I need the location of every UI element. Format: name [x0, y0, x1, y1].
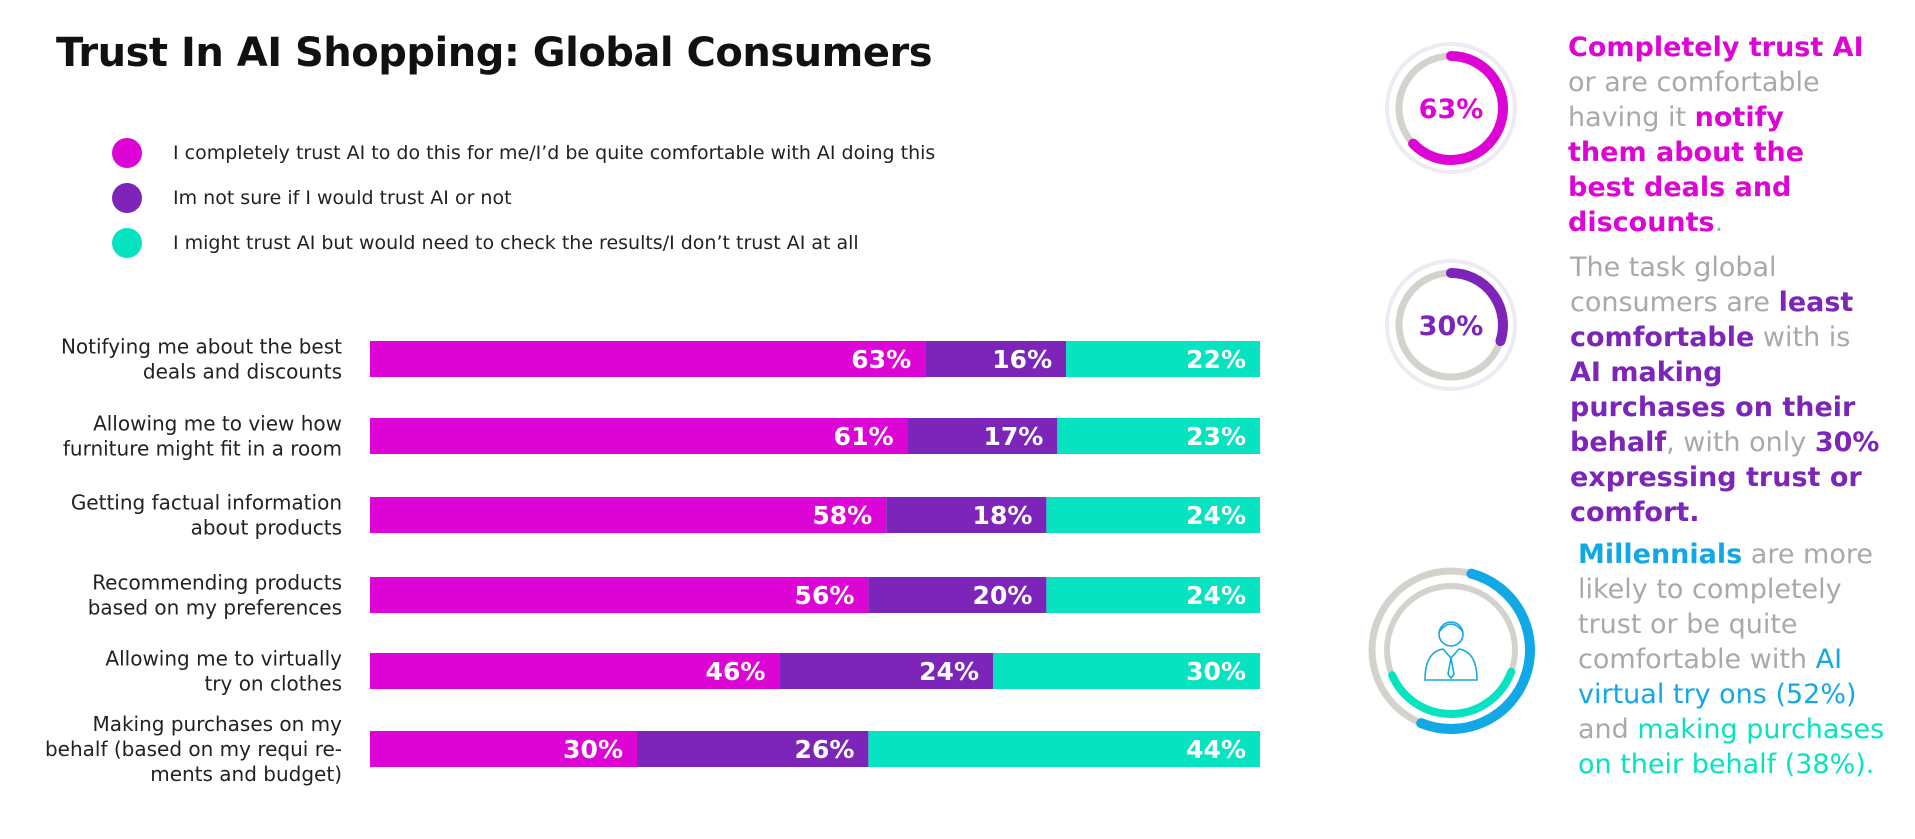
donut-arc-outer: [1416, 568, 1535, 734]
category-label-line: Allowing me to virtually: [105, 647, 342, 671]
bar-segment-notify-deals-s2: [925, 341, 1067, 377]
bar-segment-furniture-view-s1: [370, 418, 908, 454]
legend: I completely trust AI to do this for me/…: [112, 130, 935, 265]
bar-segment-notify-deals-s3: [1066, 341, 1260, 377]
category-label-line: Getting factual information: [71, 491, 342, 515]
callout-notify-p4: .: [1714, 207, 1724, 238]
donut-value-label: 63%: [1419, 94, 1484, 125]
callout-purchases-p1: The task global consumers are: [1570, 252, 1779, 318]
callout-purchases-p4: AI making purchases on their behalf: [1570, 357, 1856, 458]
legend-item-check: I might trust AI but would need to check…: [112, 220, 859, 265]
callout-notify-p2: or are comfortable having it: [1568, 67, 1820, 133]
bar-segment-recommend-products-s3: [1046, 577, 1260, 613]
category-label-line: deals and discounts: [143, 360, 342, 384]
callout-purchases-p5: , with only: [1666, 427, 1815, 458]
bar-segment-furniture-view-s3: [1057, 418, 1260, 454]
category-label-line: about products: [191, 516, 342, 540]
bar-value-label: 20%: [973, 581, 1033, 610]
donut-arc: [1446, 268, 1508, 347]
category-label-line: try on clothes: [204, 672, 342, 696]
category-label-furniture-view: Allowing me to view how furniture might f…: [63, 412, 342, 461]
bar-segment-furniture-view-s2: [907, 418, 1058, 454]
category-label-line: Recommending products: [92, 571, 342, 595]
bar-value-label: 24%: [919, 657, 979, 686]
bar-segment-factual-info-s2: [886, 497, 1047, 533]
category-label-make-purchases: Making purchases on my behalf (based on m…: [45, 712, 342, 786]
category-label-line: Making purchases on my: [92, 712, 342, 736]
bar-segment-recommend-products-s1: [370, 577, 869, 613]
legend-label-check: I might trust AI but would need to check…: [173, 231, 859, 254]
callout-purchases-p3: with is: [1754, 322, 1851, 353]
bar-value-label: 22%: [1186, 345, 1246, 374]
bar-segment-make-purchases-s3: [868, 731, 1260, 767]
person-icon: [1424, 621, 1478, 681]
bar-segment-virtual-try-on-s1: [370, 653, 780, 689]
bar-segment-make-purchases-s1: [370, 731, 637, 767]
callout-purchases-p2: least comfortable: [1570, 287, 1854, 353]
legend-swatch-unsure: [112, 182, 142, 213]
bar-value-label: 18%: [973, 501, 1033, 530]
legend-label-unsure: Im not sure if I would trust AI or not: [173, 186, 512, 209]
callout-millennials-p1: Millennials: [1578, 539, 1743, 570]
callout-purchases: The task global consumers are least comf…: [1570, 250, 1880, 530]
bar-value-label: 16%: [992, 345, 1052, 374]
category-label-line: based on my preferences: [88, 596, 342, 620]
legend-swatch-check: [112, 227, 142, 258]
bar-segment-recommend-products-s2: [868, 577, 1047, 613]
callout-millennials-p5: making purchases on their behalf (38%): [1578, 714, 1885, 780]
bar-value-label: 46%: [706, 657, 766, 686]
category-label-recommend-products: Recommending products based on my prefere…: [88, 571, 342, 620]
callout-millennials-p2: are more likely to completely trust or b…: [1578, 539, 1873, 675]
category-label-line: ments and budget): [150, 762, 342, 786]
donut-arc: [1408, 51, 1508, 165]
category-label-notify-deals: Notifying me about the best deals and dis…: [61, 335, 342, 384]
legend-swatch-trust: [112, 137, 142, 168]
bar-value-label: 23%: [1186, 422, 1246, 451]
category-label-line: behalf (based on my requi re-: [45, 737, 342, 761]
callout-notify-p1: Completely trust AI: [1568, 32, 1864, 63]
bar-value-label: 56%: [795, 581, 855, 610]
bar-value-label: 17%: [983, 422, 1043, 451]
donut-trust-notify: 63%: [1385, 42, 1517, 174]
legend-item-unsure: Im not sure if I would trust AI or not: [112, 175, 512, 220]
callout-notify: Completely trust AI or are comfortable h…: [1568, 30, 1868, 240]
donut-arc-inner: [1388, 667, 1516, 718]
bar-value-label: 30%: [1186, 657, 1246, 686]
donut-least-comfortable: 30%: [1385, 259, 1517, 391]
category-label-factual-info: Getting factual information about product…: [71, 491, 342, 540]
stacked-bar-chart: 63% 16% 22% Notifying me about the best deal…: [45, 335, 1260, 786]
callout-millennials-p3: AI virtual try ons (52%): [1578, 644, 1857, 710]
bar-value-label: 24%: [1186, 501, 1246, 530]
callout-millennials-p4: and: [1578, 714, 1638, 745]
bar-value-label: 26%: [795, 735, 855, 764]
category-label-line: Allowing me to view how: [93, 412, 342, 436]
donut-millennials: [1368, 567, 1535, 734]
donut-value-label: 30%: [1419, 311, 1484, 342]
bar-segment-virtual-try-on-s3: [993, 653, 1260, 689]
bar-segment-make-purchases-s2: [637, 731, 869, 767]
category-label-virtual-try-on: Allowing me to virtually try on clothes: [105, 647, 342, 696]
callout-millennials-p6: .: [1865, 749, 1875, 780]
donut-shadow: [1385, 42, 1517, 174]
bar-value-label: 44%: [1186, 735, 1246, 764]
bar-segment-notify-deals-s1: [370, 341, 926, 377]
bar-value-label: 58%: [812, 501, 872, 530]
bar-value-label: 24%: [1186, 581, 1246, 610]
legend-label-trust: I completely trust AI to do this for me/…: [173, 141, 936, 164]
bar-value-label: 61%: [834, 422, 894, 451]
bar-segment-factual-info-s3: [1046, 497, 1260, 533]
page-title: Trust In AI Shopping: Global Consumers: [56, 30, 933, 76]
callout-purchases-p6: 30% expressing trust or comfort.: [1570, 427, 1880, 528]
bar-value-label: 63%: [851, 345, 911, 374]
callout-notify-p3: notify them about the best deals and dis…: [1568, 102, 1805, 238]
donut-shadow: [1385, 259, 1517, 391]
bar-value-label: 30%: [563, 735, 623, 764]
category-label-line: furniture might fit in a room: [63, 437, 342, 461]
legend-item-trust: I completely trust AI to do this for me/…: [112, 130, 935, 175]
callout-millennials: Millennials are more likely to completel…: [1578, 537, 1888, 782]
category-label-line: Notifying me about the best: [61, 335, 342, 359]
bar-segment-factual-info-s1: [370, 497, 887, 533]
bar-segment-virtual-try-on-s2: [779, 653, 993, 689]
